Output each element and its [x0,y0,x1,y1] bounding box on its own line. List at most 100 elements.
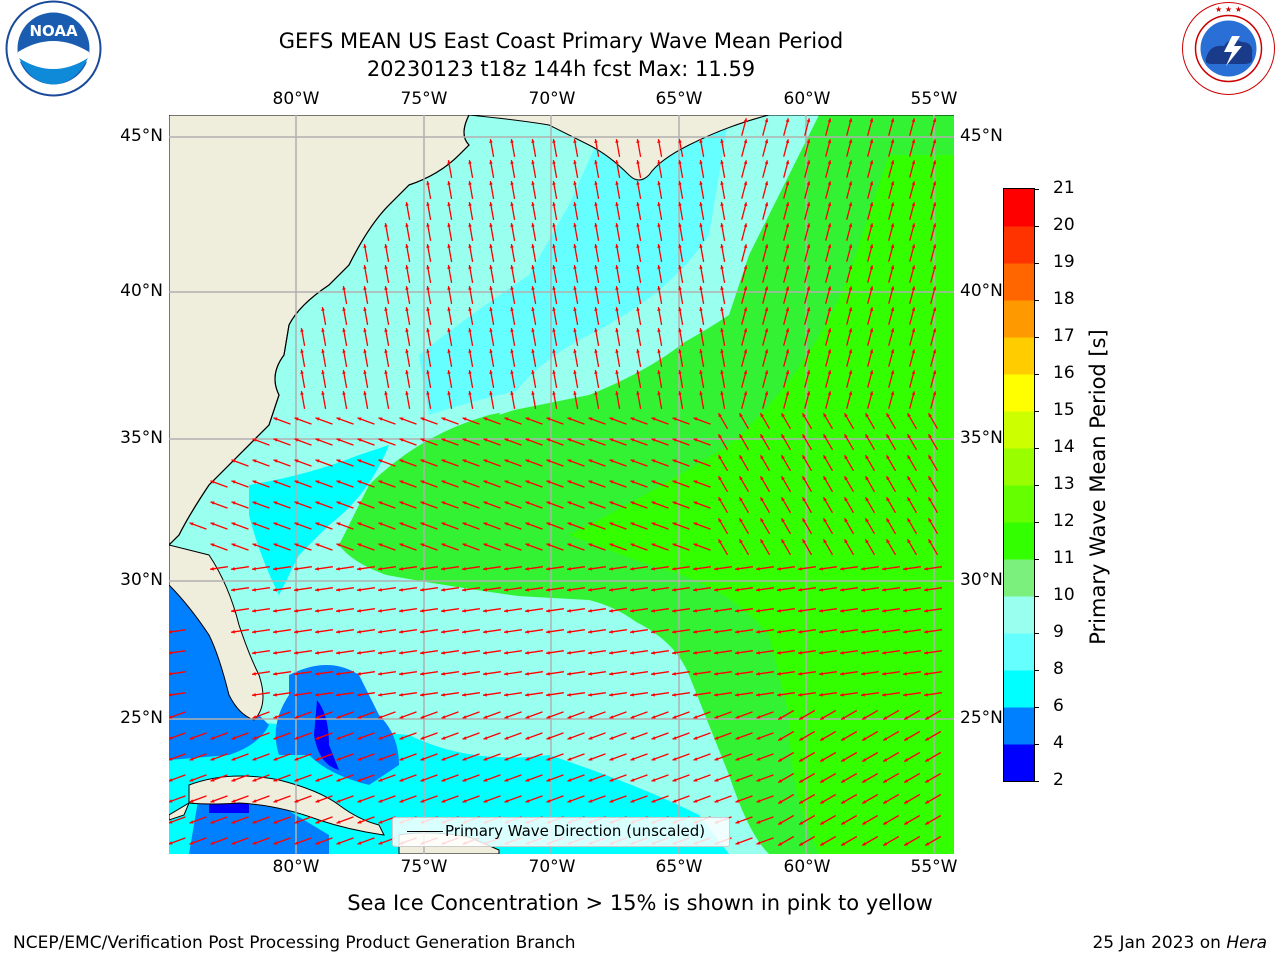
direction-arrow [462,650,480,655]
direction-arrow [525,671,543,676]
direction-arrow [468,306,474,326]
direction-arrow [657,306,663,326]
direction-arrow [924,671,942,676]
direction-arrow [693,795,711,803]
direction-arrow [804,118,811,136]
direction-arrow [169,837,186,845]
direction-arrow [252,587,270,592]
direction-arrow [420,501,438,509]
direction-arrow [888,391,895,409]
direction-arrow [552,201,558,221]
direction-arrow [588,501,606,509]
colorbar-tick-label: 11 [1053,548,1075,568]
colorbar-segment [1004,596,1034,634]
direction-arrow [798,692,816,697]
direction-arrow [762,118,769,136]
direction-arrow [546,629,564,634]
direction-arrow [903,671,921,676]
direction-arrow [714,629,732,634]
colorbar-segment [1004,448,1034,486]
direction-arrow [489,369,495,389]
direction-arrow [615,159,621,179]
direction-arrow [777,814,795,826]
colorbar-tick-label: 8 [1053,659,1064,679]
direction-arrow [378,566,396,571]
direction-arrow [798,671,816,676]
direction-arrow [672,795,690,803]
direction-arrow [906,433,918,451]
direction-arrow [300,348,306,368]
direction-arrow [336,438,354,446]
direction-arrow [273,816,291,824]
colorbar-tick-mark [1034,744,1039,745]
direction-arrow [843,517,855,535]
wave-direction-arrows [169,118,942,847]
direction-arrow [864,412,876,430]
direction-arrow [483,417,501,425]
direction-arrow [756,774,774,782]
direction-arrow [780,433,792,451]
direction-arrow [363,348,369,368]
direction-arrow [651,566,669,571]
direction-arrow [693,608,711,613]
direction-arrow [588,732,606,740]
direction-arrow [405,369,411,389]
direction-arrow [798,587,816,592]
direction-arrow [888,265,895,283]
direction-arrow [504,608,522,613]
direction-arrow [672,566,690,571]
direction-arrow [756,795,774,803]
direction-arrow [867,139,874,157]
direction-arrow [336,837,354,845]
direction-arrow [882,793,900,805]
direction-arrow [342,390,348,410]
direction-arrow [924,751,942,763]
direction-arrow [882,608,900,613]
direction-arrow [504,543,522,551]
direction-arrow [693,692,711,697]
colorbar-segment [1004,263,1034,301]
direction-arrow [468,180,474,200]
direction-arrow [384,390,390,410]
direction-arrow [462,795,480,803]
direction-arrow [657,369,663,389]
direction-arrow [357,459,375,467]
direction-arrow [609,732,627,740]
direction-arrow [609,543,627,551]
direction-arrow [843,412,855,430]
direction-arrow [672,587,690,592]
direction-arrow [252,459,270,467]
direction-arrow [447,348,453,368]
direction-arrow [861,793,879,805]
colorbar-tick-label: 16 [1053,363,1075,383]
direction-arrow [885,433,897,451]
direction-arrow [426,306,432,326]
direction-arrow [717,475,729,493]
direction-arrow [531,285,537,305]
direction-arrow [504,629,522,634]
direction-arrow [609,774,627,782]
footer-branch: NCEP/EMC/Verification Post Processing Pr… [13,933,576,953]
direction-arrow [294,417,312,425]
wave-period-map [169,115,954,854]
direction-arrow [336,587,354,592]
direction-arrow [930,328,937,346]
direction-arrow [504,795,522,803]
direction-arrow [525,501,543,509]
colorbar-tick-label: 14 [1053,437,1075,457]
direction-arrow [546,692,564,697]
direction-arrow [651,480,669,488]
direction-arrow [357,522,375,530]
direction-arrow [594,390,600,410]
direction-arrow [399,501,417,509]
direction-arrow [273,753,291,761]
direction-arrow [510,222,516,242]
direction-arrow [909,370,916,388]
direction-arrow [447,306,453,326]
direction-arrow [399,732,417,740]
direction-arrow [720,138,726,158]
direction-arrow [741,202,748,220]
direction-arrow [399,480,417,488]
direction-arrow [300,369,306,389]
direction-arrow [738,538,750,556]
